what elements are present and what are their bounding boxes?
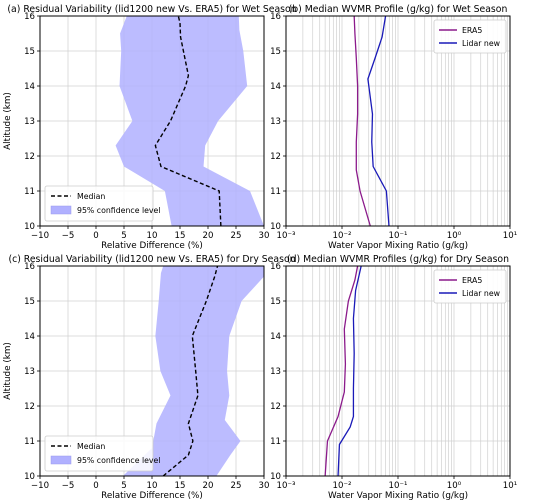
x-tick-label: 10⁻³ [277,231,296,241]
x-tick-label: 25 [231,481,242,491]
y-tick-label: 12 [270,402,281,412]
panel-title: (c) Residual Variability (lid1200 new Vs… [8,254,295,265]
legend: ERA5 Lidar new [433,19,507,54]
panel-a: −10 −5 0 5 10 15 20 25 3010111213141516Relative … [3,4,297,251]
legend: Median 95% confidence level [44,185,161,222]
y-tick-label: 11 [24,187,35,197]
x-tick-label: 30 [259,231,270,241]
x-tick-label: 10⁰ [447,231,462,241]
y-tick-label: 14 [24,332,35,342]
x-tick-label: 10⁰ [447,481,462,491]
panel-d: 10⁻³ 10⁻² 10⁻¹ 10⁰ 10¹ 10 11 12 13 14 15 16 Water Va… [270,254,517,501]
legend: Median 95% confidence level [44,435,161,472]
x-tick-label: −10 [31,481,49,491]
y-tick-label: 14 [270,332,281,342]
y-tick-label: 15 [270,47,281,57]
panel-title: (b) Median WVMR Profile (g/kg) for Wet S… [289,4,508,15]
legend-label-band: 95% confidence level [77,456,161,465]
legend-label-era5: ERA5 [462,276,482,285]
confidence-band [115,16,264,226]
x-tick-label: 30 [259,481,270,491]
confidence-band [122,266,264,476]
panel-c: −10 −5 0 5 10 15 20 25 3010111213141516Relative … [3,254,296,501]
y-tick-label: 15 [24,47,35,57]
y-tick-label: 13 [270,367,281,377]
legend-box [433,269,507,304]
y-tick-label: 11 [24,437,35,447]
y-tick-label: 10 [270,222,281,232]
y-axis-label: Altitude (km) [3,92,13,150]
x-tick-label: 10⁻¹ [389,481,408,491]
legend-label-lidar-new: Lidar new [462,289,501,298]
y-tick-label: 12 [24,402,35,412]
x-tick-label: −5 [62,481,75,491]
panel-title: (a) Residual Variability (lid1200 new Vs… [7,4,296,15]
series-line-lidar-new [337,265,362,477]
y-tick-label: 16 [270,262,281,272]
y-tick-label: 13 [270,117,281,127]
y-tick-label: 14 [270,82,281,92]
legend-box [44,185,154,222]
y-tick-label: 10 [24,222,35,232]
legend-label-lidar-new: Lidar new [462,39,501,48]
x-axis-label: Relative Difference (%) [101,241,203,251]
y-tick-label: 16 [24,12,35,22]
y-tick-label: 13 [24,117,35,127]
series-line-lidar-new [367,15,390,227]
y-tick-label: 16 [270,12,281,22]
legend-swatch-band [50,455,72,465]
legend-swatch-band [50,205,72,215]
legend-box [433,19,507,54]
y-tick-label: 10 [24,472,35,482]
x-tick-label: 10 [147,481,158,491]
legend-label-median: Median [77,442,105,451]
y-tick-label: 11 [270,187,281,197]
x-tick-label: 5 [121,481,126,491]
x-axis-label: Relative Difference (%) [101,491,203,501]
y-axis-label: Altitude (km) [3,342,13,400]
x-tick-label: 25 [231,231,242,241]
series-line-era5 [324,265,359,477]
x-tick-label: 0 [93,231,98,241]
x-tick-label: 20 [203,231,214,241]
x-tick-label: 15 [175,231,186,241]
series-line-era5 [353,15,371,227]
x-tick-label: 10 [147,231,158,241]
series-line-median [154,15,222,227]
x-tick-label: 10¹ [503,481,517,491]
x-tick-label: 10⁻² [333,481,352,491]
x-tick-label: 10¹ [503,231,517,241]
panel-b: 10⁻³ 10⁻² 10⁻¹ 10⁰ 10¹ 10 11 12 13 14 15 16 Water Va… [270,4,517,251]
y-tick-label: 10 [270,472,281,482]
y-tick-label: 15 [24,297,35,307]
x-tick-label: −5 [62,231,75,241]
y-tick-label: 14 [24,82,35,92]
series-line-median [162,265,219,477]
y-tick-label: 12 [270,152,281,162]
legend-label-era5: ERA5 [462,26,482,35]
x-tick-label: 15 [175,481,186,491]
x-axis-label: Water Vapor Mixing Ratio (g/kg) [328,241,468,251]
x-tick-label: 20 [203,481,214,491]
x-tick-label: 10⁻² [333,231,352,241]
legend-box [44,435,154,472]
x-tick-label: 10⁻¹ [389,231,408,241]
x-tick-label: 10⁻³ [277,481,296,491]
x-axis-label: Water Vapor Mixing Ratio (g/kg) [328,491,468,501]
x-tick-label: 5 [121,231,126,241]
legend-label-band: 95% confidence level [77,206,161,215]
y-tick-label: 11 [270,437,281,447]
x-tick-label: −10 [31,231,49,241]
y-tick-label: 12 [24,152,35,162]
y-tick-label: 15 [270,297,281,307]
x-tick-label: 0 [93,481,98,491]
legend: ERA5 Lidar new [433,269,507,304]
legend-label-median: Median [77,192,105,201]
panel-title: (d) Median WVMR Profiles (g/kg) for Dry … [287,254,509,265]
y-tick-label: 13 [24,367,35,377]
y-tick-label: 16 [24,262,35,272]
